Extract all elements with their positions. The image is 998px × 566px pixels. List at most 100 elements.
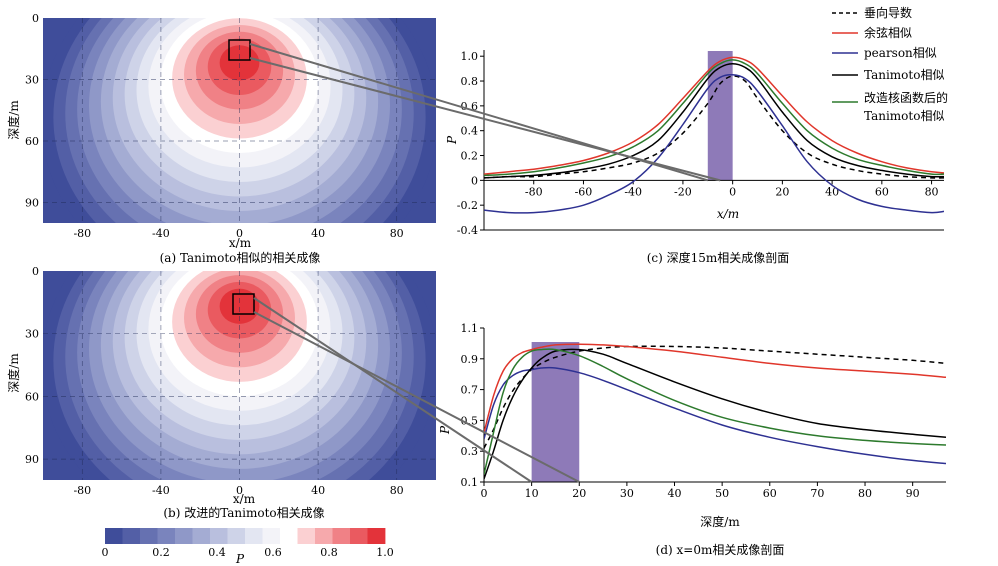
zoom-connector-line (253, 311, 580, 483)
panel-b-source-box (232, 293, 255, 315)
x-tick-label: 10 (525, 487, 539, 500)
x-tick-label: -80 (525, 185, 543, 198)
y-tick-label: 0.8 (461, 75, 479, 88)
colorbar-swatch (175, 528, 193, 544)
series-line (484, 343, 946, 433)
x-tick-label: -80 (73, 484, 91, 497)
y-tick-label: -0.2 (457, 199, 478, 212)
colorbar-tick-label: 0.2 (152, 546, 170, 559)
series-line (484, 348, 946, 475)
panel-a-grid (43, 18, 436, 223)
x-tick-label: 70 (810, 487, 824, 500)
panel-b-caption: (b) 改进的Tanimoto相关成像 (163, 505, 324, 520)
panel-a-ylabel: 深度/m (6, 100, 21, 140)
highlight-band (531, 342, 580, 482)
series-line (484, 62, 944, 179)
legend-label-cosine: 余弦相似 (864, 25, 912, 40)
y-tick-label: 30 (25, 74, 39, 87)
series-line (484, 56, 944, 175)
panel-b-grid (43, 271, 436, 480)
panel-c-caption: (c) 深度15m相关成像剖面 (647, 250, 790, 265)
x-tick-label: 90 (906, 487, 920, 500)
colorbar-swatch (157, 528, 176, 544)
legend-label-tanimoto: Tanimoto相似 (864, 68, 944, 82)
legend-label-vertical-derivative: 垂向导数 (864, 5, 912, 20)
y-tick-label: 60 (25, 135, 39, 148)
x-tick-label: -80 (73, 227, 91, 240)
colorbar-swatch (210, 528, 228, 544)
colorbar-swatch (332, 528, 351, 544)
colorbar-tick-label: 0 (102, 546, 109, 559)
panel-b-ylabel: 深度/m (6, 353, 21, 393)
colorbar-tick-label: 0.4 (208, 546, 226, 559)
legend: 垂向导数 余弦相似 pearson相似 Tanimoto相似 改造核函数后的 T… (832, 5, 948, 123)
x-tick-label: 50 (715, 487, 729, 500)
x-tick-label: -20 (674, 185, 692, 198)
y-tick-label: 90 (25, 453, 39, 466)
x-tick-label: 80 (390, 227, 404, 240)
panel-a-source-box (228, 39, 251, 61)
x-tick-label: -40 (152, 227, 170, 240)
y-tick-label: 0 (32, 12, 39, 25)
x-tick-label: 80 (858, 487, 872, 500)
y-tick-label: 0.3 (461, 445, 479, 458)
panel-b-ticks: -80 -40 0 40 80 0 30 60 90 (25, 265, 404, 497)
x-tick-label: -60 (575, 185, 593, 198)
x-tick-label: -40 (624, 185, 642, 198)
colorbar-swatch (315, 528, 333, 544)
x-tick-label: 40 (311, 484, 325, 497)
panel-d-xlabel: 深度/m (700, 514, 740, 529)
x-tick-label: 0 (729, 185, 736, 198)
connector-lines (249, 43, 721, 483)
colorbar-swatch (192, 528, 211, 544)
colorbar-swatch (367, 528, 386, 544)
colorbar-label: P (235, 552, 245, 566)
y-tick-label: 60 (25, 390, 39, 403)
y-tick-label: 1.0 (461, 50, 479, 63)
colorbar-tick-label: 0.8 (320, 546, 338, 559)
x-tick-label: 60 (875, 185, 889, 198)
panel-c-xlabel: x/m (717, 207, 739, 221)
x-tick-label: 20 (775, 185, 789, 198)
x-tick-label: -40 (152, 484, 170, 497)
panel-d-plot: 0 10 20 30 40 50 60 70 80 90 0.1 0.3 0.5 0.7 0.9 1.1 (461, 322, 946, 500)
series-line (484, 366, 946, 465)
colorbar-swatch (297, 528, 316, 544)
y-tick-label: 0.5 (461, 414, 479, 427)
x-tick-label: 40 (668, 487, 682, 500)
colorbar-swatch (122, 528, 141, 544)
zoom-connector-line (249, 57, 721, 182)
panel-d: 0 10 20 30 40 50 60 70 80 90 0.1 0.3 0.5 0.7 0.9 1.1 深度… (438, 322, 946, 557)
highlight-band (707, 51, 733, 181)
y-tick-label: 0.9 (461, 353, 479, 366)
panel-a-caption: (a) Tanimoto相似的相关成像 (160, 250, 321, 265)
y-tick-label: -0.4 (457, 224, 478, 237)
panel-b-xlabel: x/m (233, 492, 256, 506)
x-tick-label: 0 (236, 484, 243, 497)
colorbar-swatch (245, 528, 263, 544)
series-line (484, 74, 944, 214)
panel-c-ylabel: P (445, 135, 459, 145)
y-tick-label: 30 (25, 328, 39, 341)
series-line (484, 59, 944, 177)
series-line (484, 345, 946, 449)
x-tick-label: 30 (620, 487, 634, 500)
colorbar-swatch (350, 528, 368, 544)
panel-c: -80 -60 -40 -20 0 20 40 60 80-0.4-0.200.20.40.60… (445, 50, 944, 265)
legend-label-modified-tanimoto-line2: Tanimoto相似 (864, 109, 944, 123)
panel-d-caption: (d) x=0m相关成像剖面 (656, 543, 785, 557)
y-tick-label: 0.2 (461, 150, 479, 163)
x-tick-label: 80 (925, 185, 939, 198)
colorbar-swatch (262, 528, 281, 544)
y-tick-label: 0 (471, 174, 478, 187)
colorbar-ticks: 0 0.2 0.4 0.6 0.8 1.0 (102, 546, 394, 559)
y-tick-label: 90 (25, 197, 39, 210)
x-tick-label: 40 (311, 227, 325, 240)
colorbar-swatch (280, 528, 298, 544)
y-tick-label: 1.1 (461, 322, 479, 335)
panel-d-ylabel: P (438, 425, 452, 435)
colorbar-swatch (140, 528, 158, 544)
x-tick-label: 80 (390, 484, 404, 497)
x-tick-label: 20 (572, 487, 586, 500)
